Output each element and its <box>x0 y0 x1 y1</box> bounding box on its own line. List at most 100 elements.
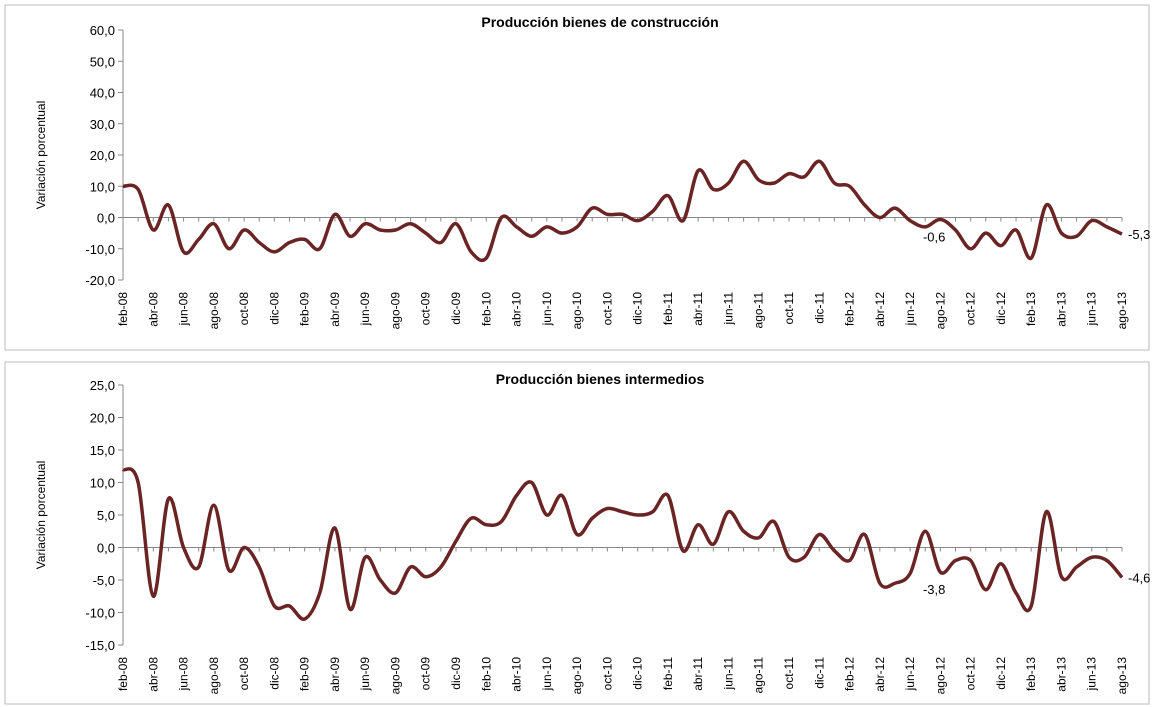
x-tick-label: dic-09 <box>449 292 463 325</box>
x-tick-label: ago-08 <box>207 657 221 695</box>
x-tick-label: jun-08 <box>177 292 191 327</box>
data-label: -4,6 <box>1128 570 1150 585</box>
x-tick-label: ago-08 <box>207 292 221 330</box>
y-tick-label: 10,0 <box>90 476 115 491</box>
y-tick-label: 50,0 <box>90 54 115 69</box>
x-tick-label: jun-10 <box>540 657 554 692</box>
y-axis-label: Variación porcentual <box>34 101 48 210</box>
x-tick-label: dic-11 <box>812 292 826 324</box>
x-tick-label: jun-09 <box>358 292 372 327</box>
x-tick-label: abr-09 <box>328 292 342 327</box>
x-tick-label: dic-12 <box>994 292 1008 325</box>
x-tick-label: dic-08 <box>267 292 281 325</box>
y-tick-label: 15,0 <box>90 443 115 458</box>
y-tick-label: -10,0 <box>85 242 115 257</box>
x-tick-label: abr-13 <box>1054 657 1068 692</box>
x-tick-label: dic-10 <box>631 292 645 325</box>
x-tick-label: abr-08 <box>146 657 160 692</box>
x-tick-label: jun-11 <box>721 657 735 691</box>
x-tick-label: ago-10 <box>570 657 584 695</box>
x-tick-label: ago-13 <box>1115 657 1129 695</box>
x-tick-label: oct-08 <box>237 657 251 691</box>
x-tick-label: dic-12 <box>994 657 1008 690</box>
x-tick-label: jun-10 <box>540 292 554 327</box>
x-tick-label: dic-10 <box>631 657 645 690</box>
x-tick-label: oct-12 <box>964 292 978 326</box>
x-tick-label: oct-09 <box>419 292 433 326</box>
data-line <box>121 467 1124 621</box>
y-tick-label: -20,0 <box>85 273 115 288</box>
data-line <box>122 159 1123 263</box>
x-tick-label: oct-12 <box>964 657 978 691</box>
data-label: -0,6 <box>923 229 945 244</box>
x-tick-label: oct-11 <box>782 657 796 690</box>
x-tick-label: feb-12 <box>843 657 857 691</box>
x-tick-label: oct-10 <box>600 657 614 691</box>
y-tick-label: -10,0 <box>85 606 115 621</box>
chart-frame <box>4 4 1150 351</box>
y-tick-label: 5,0 <box>97 508 115 523</box>
x-tick-label: jun-11 <box>721 292 735 326</box>
y-tick-label: 20,0 <box>90 411 115 426</box>
x-tick-label: feb-09 <box>298 657 312 691</box>
x-tick-label: feb-08 <box>116 657 130 691</box>
x-tick-label: feb-09 <box>298 292 312 326</box>
y-tick-label: 40,0 <box>90 86 115 101</box>
chart-title: Producción bienes de construcción <box>481 14 718 30</box>
data-label: -5,3 <box>1128 227 1150 242</box>
y-tick-label: 25,0 <box>90 378 115 393</box>
x-tick-label: oct-10 <box>600 292 614 326</box>
x-tick-label: ago-13 <box>1115 292 1129 330</box>
x-tick-label: ago-11 <box>752 292 766 329</box>
x-tick-label: feb-12 <box>843 292 857 326</box>
y-tick-label: -5,0 <box>93 573 115 588</box>
x-tick-label: abr-12 <box>873 657 887 692</box>
x-tick-label: dic-09 <box>449 657 463 690</box>
x-tick-label: abr-10 <box>510 657 524 692</box>
x-tick-label: ago-12 <box>933 292 947 330</box>
x-tick-label: feb-13 <box>1024 292 1038 326</box>
x-tick-label: ago-11 <box>752 657 766 694</box>
x-tick-label: feb-10 <box>479 292 493 326</box>
y-tick-label: 10,0 <box>90 179 115 194</box>
data-label: -3,8 <box>923 582 945 597</box>
x-tick-label: abr-11 <box>691 657 705 691</box>
x-tick-label: ago-09 <box>388 657 402 695</box>
y-tick-label: 60,0 <box>90 23 115 38</box>
x-tick-label: oct-09 <box>419 657 433 691</box>
x-tick-label: oct-11 <box>782 292 796 325</box>
x-tick-label: abr-09 <box>328 657 342 692</box>
x-tick-label: jun-09 <box>358 657 372 692</box>
chart-title: Producción bienes intermedios <box>496 371 705 387</box>
x-tick-label: dic-11 <box>812 657 826 689</box>
x-tick-label: dic-08 <box>267 657 281 690</box>
x-tick-label: jun-08 <box>177 657 191 692</box>
x-tick-label: ago-12 <box>933 657 947 695</box>
x-tick-label: feb-08 <box>116 292 130 326</box>
x-tick-label: feb-11 <box>661 657 675 690</box>
y-tick-label: 0,0 <box>97 541 115 556</box>
x-tick-label: abr-13 <box>1054 292 1068 327</box>
x-tick-label: abr-12 <box>873 292 887 327</box>
x-tick-label: jun-13 <box>1085 657 1099 692</box>
x-tick-label: feb-11 <box>661 292 675 325</box>
y-tick-label: -15,0 <box>85 638 115 653</box>
y-axis-label: Variación porcentual <box>34 461 48 570</box>
x-tick-label: ago-10 <box>570 292 584 330</box>
y-tick-label: 30,0 <box>90 117 115 132</box>
chart-frame <box>4 361 1150 705</box>
x-tick-label: jun-12 <box>903 657 917 692</box>
x-tick-label: abr-08 <box>146 292 160 327</box>
x-tick-label: abr-11 <box>691 292 705 326</box>
y-tick-label: 0,0 <box>97 211 115 226</box>
x-tick-label: abr-10 <box>510 292 524 327</box>
x-tick-label: feb-10 <box>479 657 493 691</box>
y-tick-label: 20,0 <box>90 148 115 163</box>
x-tick-label: jun-13 <box>1085 292 1099 327</box>
x-tick-label: feb-13 <box>1024 657 1038 691</box>
x-tick-label: ago-09 <box>388 292 402 330</box>
x-tick-label: jun-12 <box>903 292 917 327</box>
x-tick-label: oct-08 <box>237 292 251 326</box>
